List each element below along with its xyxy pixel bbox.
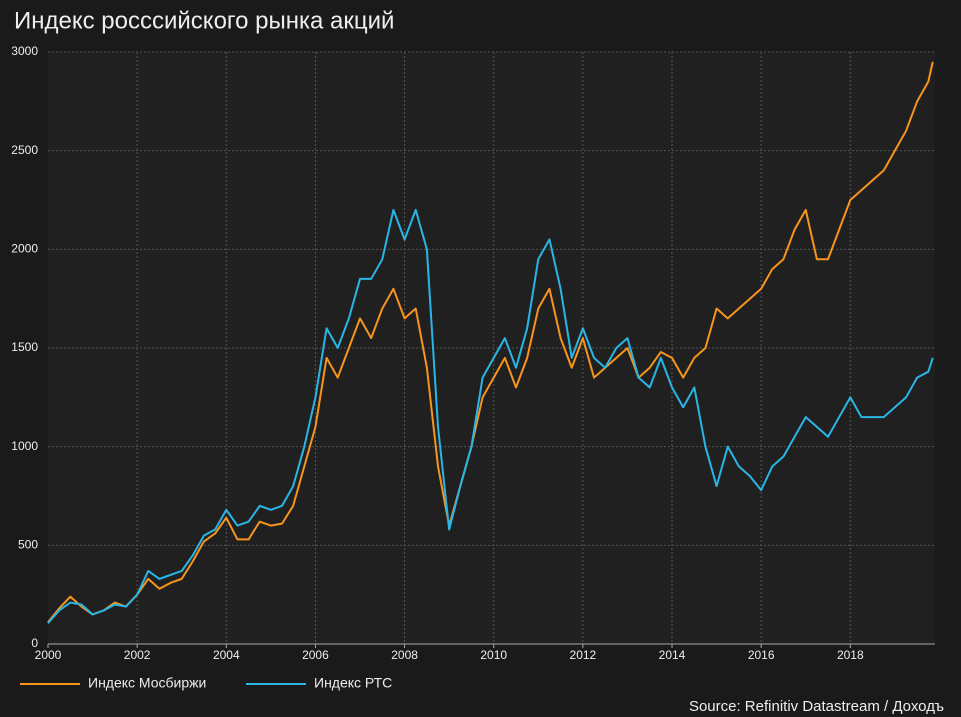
x-tick-label: 2000 xyxy=(35,648,62,662)
source: Source: Refinitiv Datastream / Доходъ xyxy=(689,698,944,715)
y-tick-label: 2500 xyxy=(11,143,38,157)
y-tick-label: 500 xyxy=(18,538,38,552)
x-tick-label: 2014 xyxy=(659,648,686,662)
series-line xyxy=(47,61,934,623)
x-tick-label: 2008 xyxy=(391,648,418,662)
x-tick-label: 2004 xyxy=(213,648,240,662)
y-tick-label: 3000 xyxy=(11,44,38,58)
chart-title: Индекс росссийского рынка акций xyxy=(14,7,394,34)
y-tick-label: 1500 xyxy=(11,340,38,354)
y-tick-label: 2000 xyxy=(11,242,38,256)
y-tick-label: 0 xyxy=(31,636,38,650)
x-tick-label: 2006 xyxy=(302,648,329,662)
x-tick-label: 2012 xyxy=(570,648,597,662)
legend-label: Индекс РТС xyxy=(314,675,392,691)
x-tick-label: 2016 xyxy=(748,648,775,662)
plot-area xyxy=(48,52,935,644)
y-tick-label: 1000 xyxy=(11,439,38,453)
x-tick-label: 2018 xyxy=(837,648,864,662)
x-tick-label: 2010 xyxy=(480,648,507,662)
series-line xyxy=(47,208,934,624)
x-tick-label: 2002 xyxy=(124,648,151,662)
legend-label: Индекс Мосбиржи xyxy=(88,675,206,691)
